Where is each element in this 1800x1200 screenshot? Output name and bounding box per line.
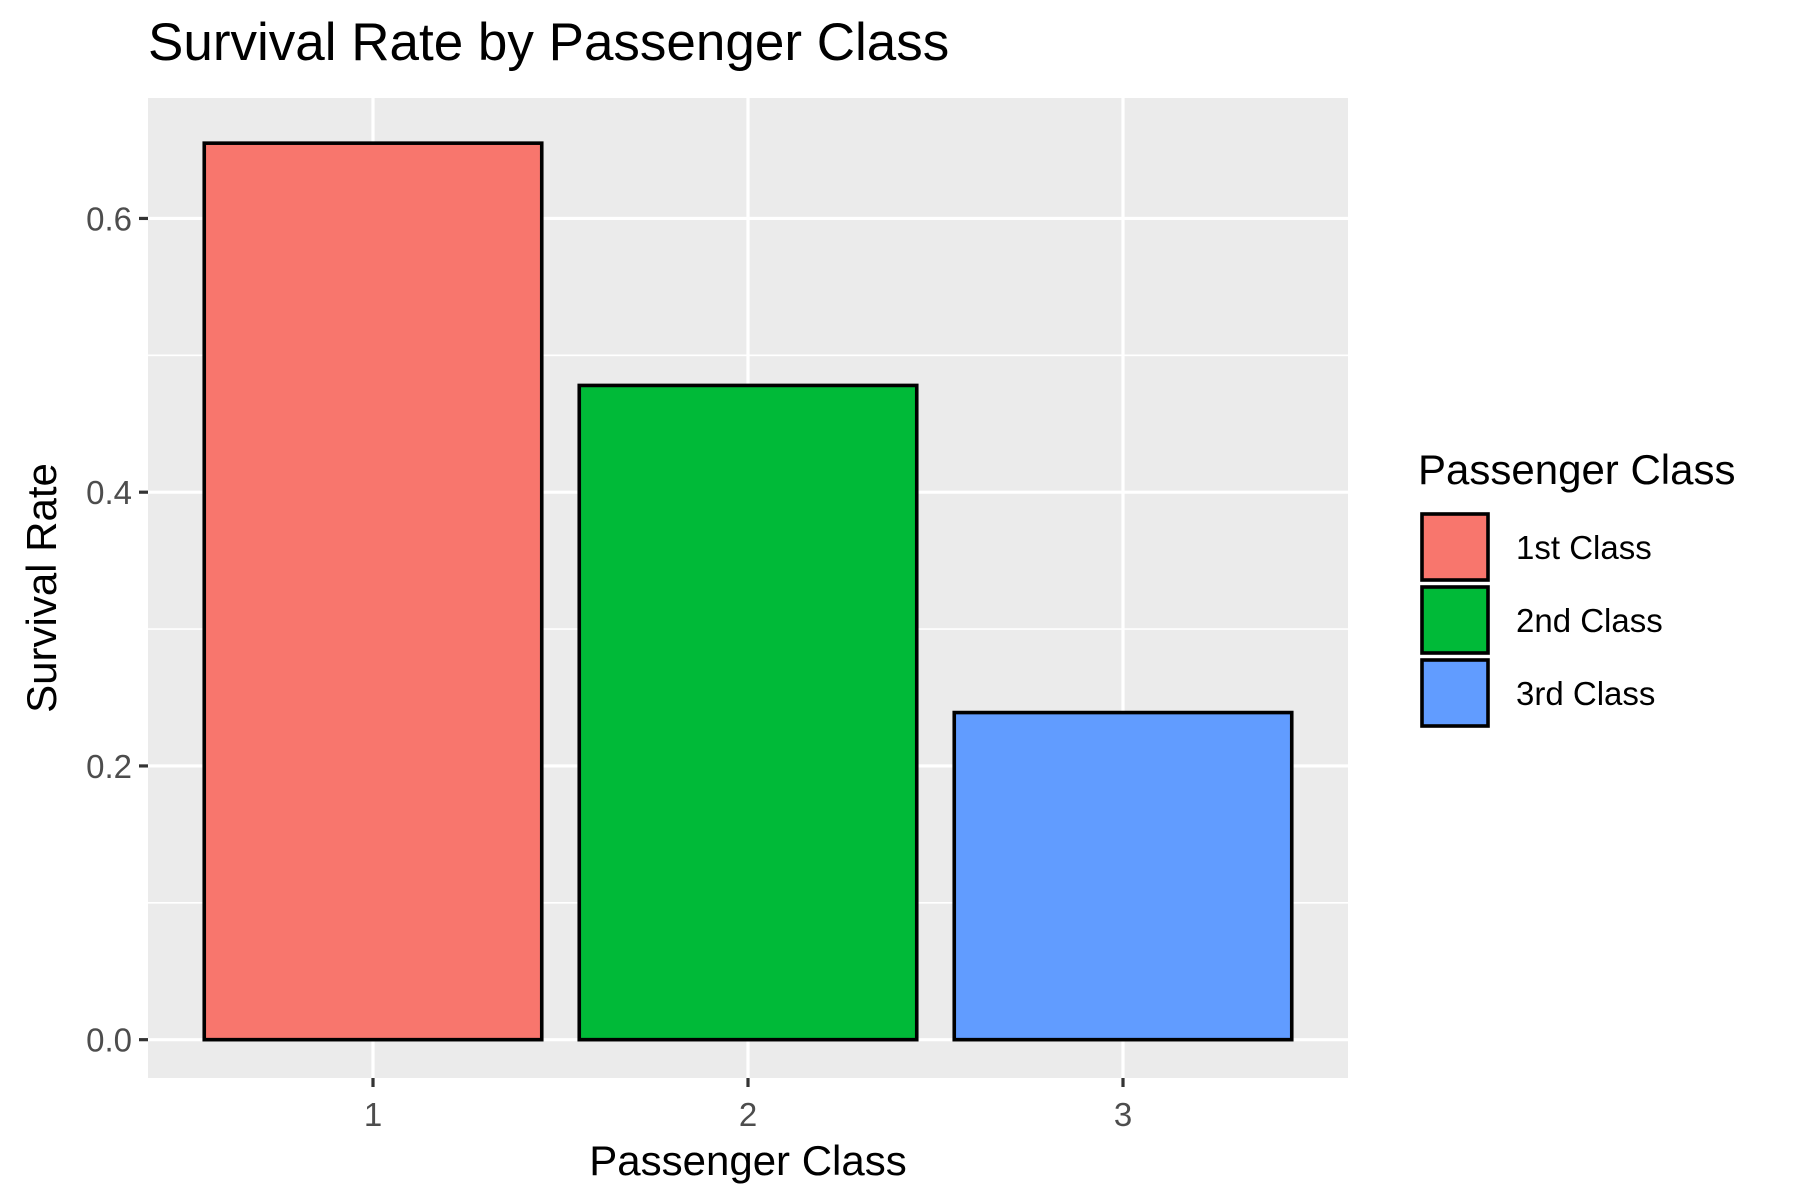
x-tick-label: 1: [364, 1096, 382, 1133]
x-axis-title: Passenger Class: [589, 1137, 906, 1184]
bars: [202, 141, 1294, 1042]
legend-items: 1st Class 2nd Class 3rd Class: [1420, 512, 1663, 728]
bar-class-3: [952, 710, 1294, 1042]
legend-key-3: [1420, 658, 1490, 728]
x-tick-label: 2: [739, 1096, 757, 1133]
y-tick-label: 0.6: [86, 200, 132, 237]
y-tick-label: 0.4: [86, 474, 132, 511]
bar-class-1: [202, 141, 544, 1042]
legend-label: 2nd Class: [1516, 602, 1663, 639]
legend-title: Passenger Class: [1418, 446, 1735, 493]
bar-class-2: [577, 383, 919, 1042]
y-axis-title: Survival Rate: [18, 463, 65, 713]
legend-label: 1st Class: [1516, 529, 1652, 566]
legend-key-1: [1420, 512, 1490, 582]
y-tick-label: 0.0: [86, 1022, 132, 1059]
chart-title: Survival Rate by Passenger Class: [148, 13, 949, 72]
y-tick-label: 0.2: [86, 748, 132, 785]
x-tick-label: 3: [1114, 1096, 1132, 1133]
legend-key-2: [1420, 585, 1490, 655]
y-axis: 0.0 0.2 0.4 0.6: [86, 200, 148, 1059]
legend-label: 3rd Class: [1516, 675, 1655, 712]
legend: Passenger Class 1st Class 2nd Class 3rd Cl…: [1418, 446, 1735, 728]
x-axis: 1 2 3: [364, 1078, 1132, 1133]
